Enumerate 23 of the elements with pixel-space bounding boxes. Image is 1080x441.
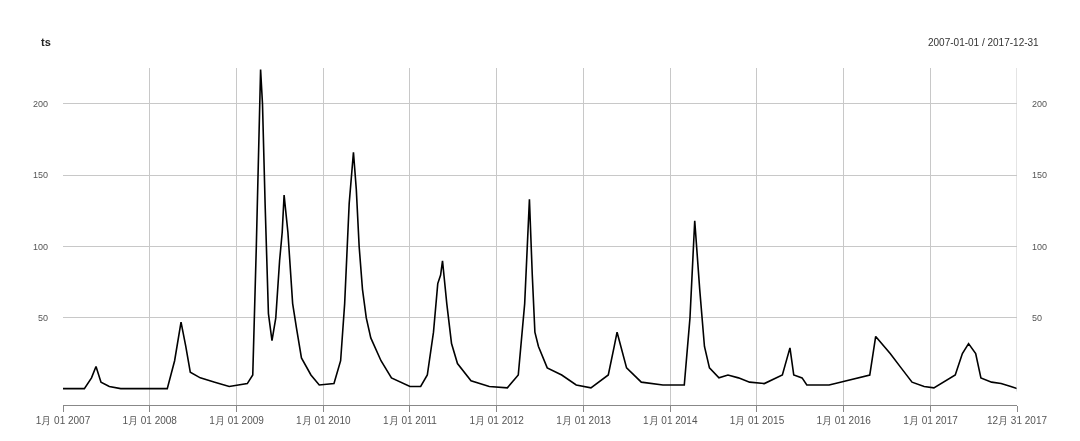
y2-tick-label: 100 [1032,241,1048,252]
x-tick-label: 1月 01 2010 [296,415,351,426]
y2-tick-label: 50 [1032,313,1043,324]
y-tick-label: 100 [32,241,48,252]
x-tick-label: 12月 31 2017 [986,415,1048,426]
y-tick-label: 50 [37,313,48,324]
y-tick-label: 150 [32,170,48,181]
x-tick-label: 1月 01 2011 [383,415,438,426]
y-tick-label: 200 [32,98,48,109]
x-tick-label: 1月 01 2007 [35,415,91,426]
x-tick-label: 1月 01 2012 [469,415,525,426]
line-series [63,68,1017,390]
x-tick-label: 1月 01 2016 [816,415,872,426]
chart-subtitle: 2007-01-01 / 2017-12-31 [928,37,1040,48]
x-tick-label: 1月 01 2014 [643,415,698,426]
x-tick-label: 1月 01 2015 [729,415,785,426]
chart-title: ts [41,36,51,48]
x-tick-label: 1月 01 2008 [122,415,178,426]
x-tick-label: 1月 01 2017 [903,415,959,426]
x-tick-label: 1月 01 2009 [209,415,265,426]
y2-tick-label: 150 [1032,170,1048,181]
y2-tick-label: 200 [1032,98,1048,109]
x-tick-label: 1月 01 2013 [556,415,612,426]
